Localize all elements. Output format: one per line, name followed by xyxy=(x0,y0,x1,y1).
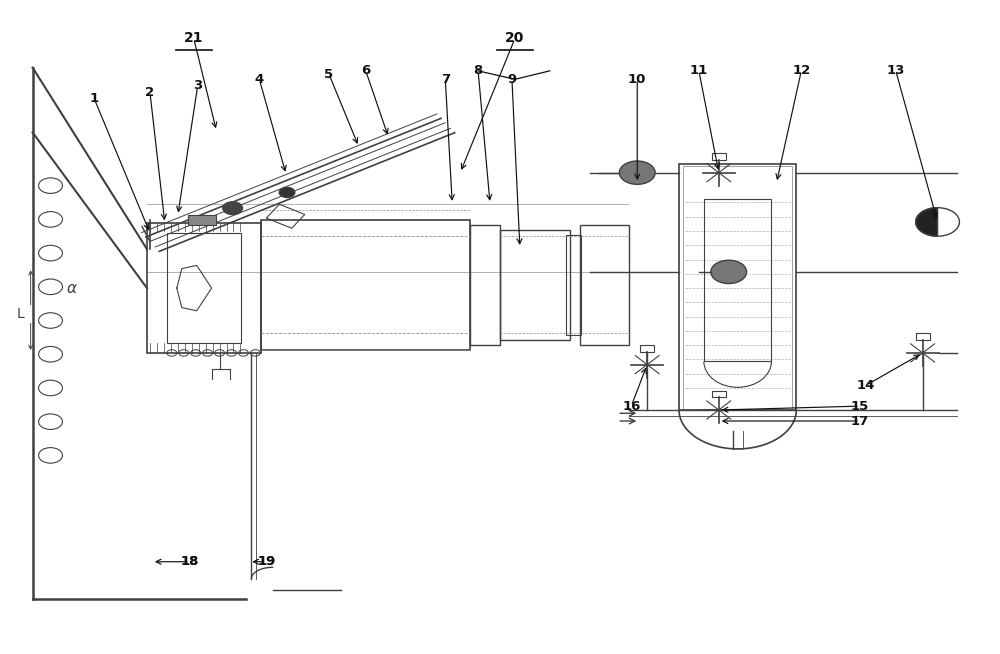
Text: 21: 21 xyxy=(184,31,203,45)
Circle shape xyxy=(916,208,959,236)
Text: 14: 14 xyxy=(857,379,875,392)
Text: 5: 5 xyxy=(324,67,334,80)
Text: 15: 15 xyxy=(851,400,869,413)
Bar xyxy=(470,224,500,345)
Text: 13: 13 xyxy=(887,64,905,77)
Text: 6: 6 xyxy=(361,64,370,77)
Bar xyxy=(679,164,796,410)
Text: 19: 19 xyxy=(257,555,275,568)
Circle shape xyxy=(711,260,747,284)
Text: 4: 4 xyxy=(255,73,264,86)
Circle shape xyxy=(619,161,655,184)
Text: 8: 8 xyxy=(473,64,483,77)
Bar xyxy=(266,204,305,228)
Bar xyxy=(566,235,581,336)
Text: 11: 11 xyxy=(690,64,708,77)
Bar xyxy=(683,166,792,410)
Text: 20: 20 xyxy=(505,31,525,45)
Text: 7: 7 xyxy=(441,73,450,86)
Text: 19: 19 xyxy=(257,555,275,568)
Text: L: L xyxy=(17,307,25,321)
Bar xyxy=(188,215,216,225)
Bar xyxy=(261,220,470,350)
Text: $\alpha$: $\alpha$ xyxy=(66,281,78,296)
Wedge shape xyxy=(916,208,938,236)
Circle shape xyxy=(223,201,243,215)
Text: 3: 3 xyxy=(193,79,202,92)
Bar xyxy=(580,224,629,345)
Text: 10: 10 xyxy=(628,73,646,86)
Text: 12: 12 xyxy=(792,64,810,77)
Bar xyxy=(712,390,726,397)
Bar xyxy=(167,233,241,343)
Bar xyxy=(500,230,570,340)
Bar xyxy=(916,334,930,340)
Text: 9: 9 xyxy=(507,73,516,86)
Text: 17: 17 xyxy=(851,415,869,428)
Text: 2: 2 xyxy=(145,86,155,99)
Text: 18: 18 xyxy=(181,555,199,568)
Bar xyxy=(712,153,726,160)
Bar xyxy=(704,199,771,362)
Circle shape xyxy=(279,187,295,198)
Text: 16: 16 xyxy=(622,400,640,413)
Bar xyxy=(147,223,261,353)
Bar xyxy=(640,345,654,352)
Text: 18: 18 xyxy=(181,555,199,568)
Text: 1: 1 xyxy=(90,92,99,105)
